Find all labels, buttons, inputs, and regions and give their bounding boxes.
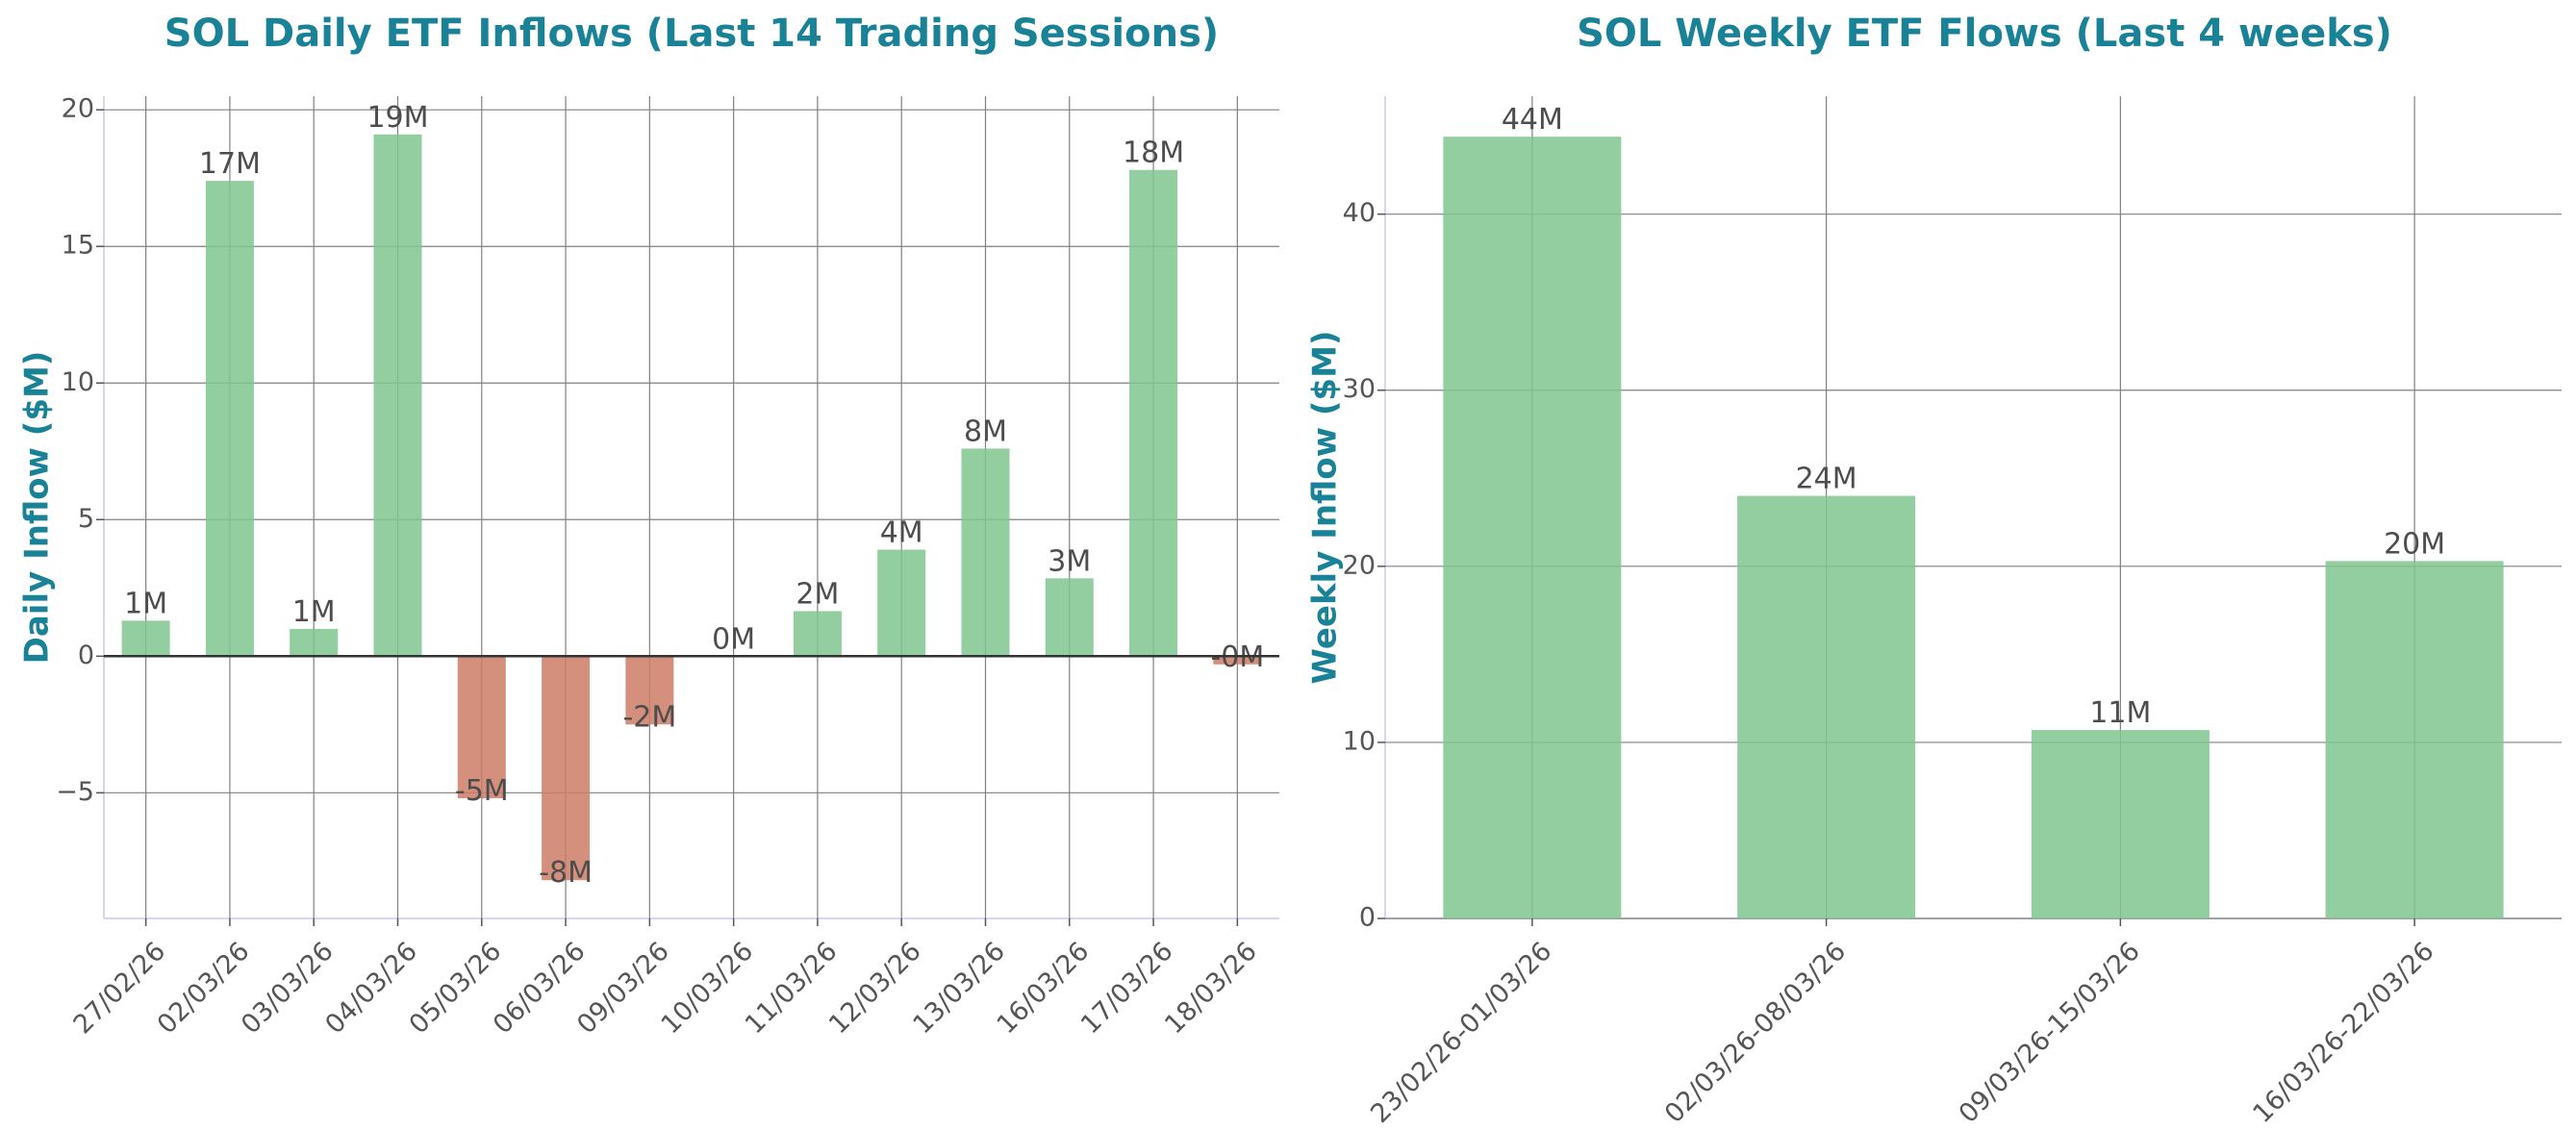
y-tick-label: 40 [1343,198,1376,228]
y-tick-label: 10 [1343,726,1376,756]
bar [793,611,842,657]
y-tick-label: 15 [62,231,94,261]
bar [373,134,422,657]
y-tick-label: 10 [62,367,94,397]
y-tick-label: 30 [1343,374,1376,404]
y-tick-label: 20 [62,94,94,124]
x-tick-label: 12/03/26 [823,937,927,1041]
bar-data-label: 44M [1502,103,1563,137]
x-tick-label: 05/03/26 [404,937,508,1041]
bar [2031,730,2210,918]
chart-title: SOL Weekly ETF Flows (Last 4 weeks) [1577,12,2392,56]
bar-data-label: 1M [292,595,336,629]
bar [205,181,254,657]
bar-data-label: -8M [539,856,593,890]
bar [877,549,926,657]
bar [290,628,339,657]
bar-data-label: 8M [964,415,1007,448]
bar-data-label: -2M [622,700,676,734]
bar-data-label: 20M [2384,527,2445,561]
x-tick-label: 17/03/26 [1075,937,1179,1041]
bar-data-label: 3M [1048,544,1091,578]
x-tick-label: 13/03/26 [907,937,1011,1041]
x-tick-label: 27/02/26 [68,937,172,1041]
bar-data-label: 11M [2089,696,2151,730]
bar [625,656,674,725]
x-tick-label: 11/03/26 [740,937,844,1041]
bar [1045,578,1094,657]
bar [542,656,591,881]
bar [1443,137,1622,919]
bar [2325,561,2504,918]
daily-inflows-panel: SOL Daily ETF Inflows (Last 14 Trading S… [18,12,1279,1041]
bar-data-label: 4M [880,516,923,550]
x-tick-label: 10/03/26 [656,937,760,1041]
x-tick-label: 04/03/26 [319,937,423,1041]
x-tick-label: 18/03/26 [1159,937,1263,1041]
x-tick-label: 23/02/26-01/03/26 [1365,937,1557,1129]
x-tick-label: 06/03/26 [488,937,592,1041]
y-tick-label: 0 [1359,903,1376,933]
x-tick-label: 03/03/26 [236,937,340,1041]
bar-data-label: 1M [124,587,167,620]
bar-data-label: -5M [455,774,509,808]
bar [1129,169,1178,657]
x-tick-label: 16/03/26-22/03/26 [2247,937,2439,1129]
bar-data-label: 0M [712,622,755,656]
bar [1213,656,1262,665]
bar [457,656,506,799]
bar-data-label: 18M [1123,137,1184,170]
bar [961,448,1010,657]
bar [121,620,170,657]
x-tick-label: 09/03/26-15/03/26 [1954,937,2146,1129]
y-tick-label: 0 [78,641,94,670]
bar-data-label: 24M [1796,463,1857,496]
bar-data-label: 17M [199,147,261,181]
bar-data-label: 19M [366,101,428,135]
y-axis-label: Daily Inflow ($M) [18,351,57,665]
x-tick-label: 16/03/26 [992,937,1096,1041]
y-tick-label: 5 [78,504,94,534]
bar-data-label: 2M [796,577,839,611]
bar [1737,495,1916,918]
x-tick-label: 09/03/26 [571,937,675,1041]
y-tick-label: 20 [1343,550,1376,580]
weekly-flows-panel: SOL Weekly ETF Flows (Last 4 weeks) Weekl… [1306,12,2562,1129]
x-tick-label: 02/03/26-08/03/26 [1659,937,1852,1129]
x-tick-label: 02/03/26 [152,937,256,1041]
y-tick-label: −5 [56,777,94,807]
y-axis-label: Weekly Inflow ($M) [1306,331,1345,685]
chart-title: SOL Daily ETF Inflows (Last 14 Trading S… [164,12,1219,56]
